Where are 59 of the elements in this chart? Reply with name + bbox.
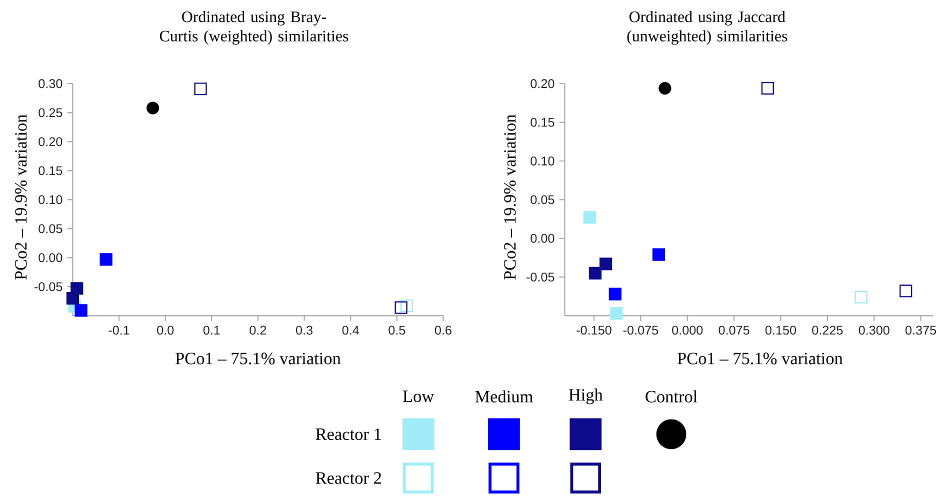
y-tick-label: 0.15 bbox=[38, 166, 62, 176]
point bbox=[658, 82, 672, 95]
point bbox=[194, 82, 207, 96]
point bbox=[600, 258, 612, 270]
point bbox=[761, 82, 774, 95]
y-axis-title: PCo2 – 19.9% variation bbox=[504, 114, 516, 280]
text: Medium bbox=[475, 390, 533, 402]
x-tick-label: 0.300 bbox=[858, 326, 890, 335]
y-tick-label: 0.05 bbox=[530, 195, 554, 204]
point bbox=[652, 248, 666, 261]
x-tick-label: -0.075 bbox=[623, 326, 658, 335]
point bbox=[394, 301, 408, 314]
y-tick-label: 0.20 bbox=[530, 79, 554, 88]
chart-title: Ordinated using Bray-Curtis (weighted) similarities bbox=[160, 10, 348, 45]
x-tick-label: 0.225 bbox=[812, 326, 843, 335]
point bbox=[583, 211, 596, 224]
text: Control bbox=[646, 390, 698, 402]
x-axis-title: PCo1 – 75.1% variation bbox=[176, 352, 341, 364]
y-tick-label: 0.20 bbox=[38, 137, 62, 146]
y-tick-label: 0.00 bbox=[530, 234, 554, 243]
y-tick-label: 0.10 bbox=[530, 156, 554, 166]
text: High bbox=[568, 388, 603, 404]
x-axis-title: PCo1 – 75.1% variation bbox=[677, 352, 843, 364]
x-tick-label: 0.2 bbox=[250, 326, 266, 335]
text: Reactor 2 bbox=[316, 472, 381, 484]
y-tick-label: -0.05 bbox=[34, 282, 62, 292]
chart-title: Ordinated using Jaccard (unweighted) similarities bbox=[627, 10, 788, 45]
x-tick-label: 0.000 bbox=[672, 326, 703, 335]
x-tick-label: 0.6 bbox=[434, 326, 452, 335]
x-tick-label: 0.150 bbox=[765, 326, 796, 335]
point bbox=[100, 253, 112, 266]
x-tick-label: 0.075 bbox=[718, 326, 750, 335]
point bbox=[66, 292, 80, 305]
y-tick-label: 0.15 bbox=[530, 118, 554, 127]
y-tick-label: 0.30 bbox=[38, 79, 62, 88]
y-tick-label: 0.00 bbox=[38, 253, 62, 262]
y-tick-label: 0.25 bbox=[38, 108, 62, 118]
point bbox=[610, 307, 623, 320]
point bbox=[146, 102, 160, 114]
x-tick-label: 0.375 bbox=[906, 326, 936, 335]
x-tick-label: 0.1 bbox=[203, 326, 220, 335]
x-tick-label: 0.5 bbox=[388, 326, 406, 335]
point bbox=[854, 290, 868, 304]
y-axis-title: PCo2 – 19.9% variation bbox=[15, 114, 27, 280]
point bbox=[74, 304, 88, 317]
x-tick-label: 0.4 bbox=[342, 326, 359, 335]
point bbox=[400, 300, 413, 312]
x-tick-label: -0.1 bbox=[108, 326, 130, 335]
point bbox=[900, 284, 912, 298]
text: Reactor 1 bbox=[316, 428, 381, 440]
text: Low bbox=[402, 390, 434, 402]
point bbox=[588, 266, 602, 280]
y-tick-label: 0.10 bbox=[38, 195, 62, 204]
x-tick-label: 0.3 bbox=[296, 326, 312, 335]
x-tick-label: -0.150 bbox=[576, 326, 612, 335]
y-tick-label: 0.05 bbox=[38, 224, 62, 234]
point bbox=[608, 288, 622, 300]
y-tick-label: -0.05 bbox=[526, 272, 554, 282]
x-tick-label: 0.0 bbox=[157, 326, 174, 335]
